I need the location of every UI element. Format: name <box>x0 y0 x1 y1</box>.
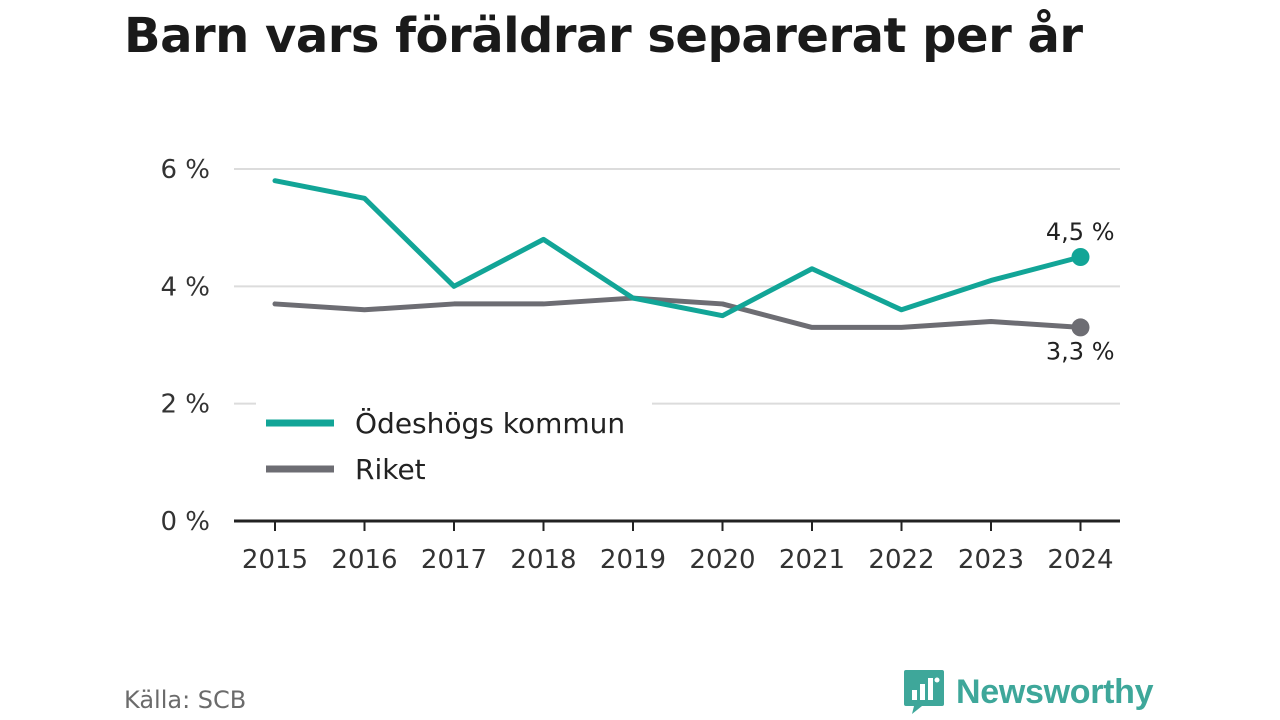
y-tick-label: 0 % <box>160 507 210 537</box>
y-tick-label: 2 % <box>160 390 210 420</box>
x-tick-label: 2022 <box>868 545 934 575</box>
end-value-label: 4,5 % <box>1046 218 1115 246</box>
y-tick-label: 4 % <box>160 272 210 302</box>
chart-title: Barn vars föräldrar separerat per år <box>124 8 1083 64</box>
legend-box <box>256 393 652 499</box>
x-tick-label: 2024 <box>1047 545 1113 575</box>
x-tick-label: 2019 <box>600 545 666 575</box>
logo-text: Newsworthy <box>956 672 1154 711</box>
legend-label: Riket <box>355 453 426 486</box>
chart-bubble-icon <box>904 670 944 714</box>
end-value-label: 3,3 % <box>1046 337 1115 365</box>
end-marker <box>1071 248 1090 266</box>
x-tick-label: 2017 <box>421 545 487 575</box>
y-tick-label: 6 % <box>160 155 210 185</box>
legend-label: Ödeshögs kommun <box>355 406 625 440</box>
x-tick-label: 2018 <box>510 545 576 575</box>
x-tick-label: 2023 <box>958 545 1024 575</box>
series-line-riket <box>272 295 1083 330</box>
source-label: Källa: SCB <box>124 686 247 714</box>
x-tick-label: 2015 <box>242 545 308 575</box>
x-tick-label: 2021 <box>779 545 845 575</box>
newsworthy-logo: Newsworthy <box>902 668 1154 716</box>
x-tick-label: 2016 <box>331 545 397 575</box>
end-marker <box>1071 318 1090 337</box>
x-tick-label: 2020 <box>689 545 755 575</box>
series-line-odeshog <box>272 178 1083 319</box>
